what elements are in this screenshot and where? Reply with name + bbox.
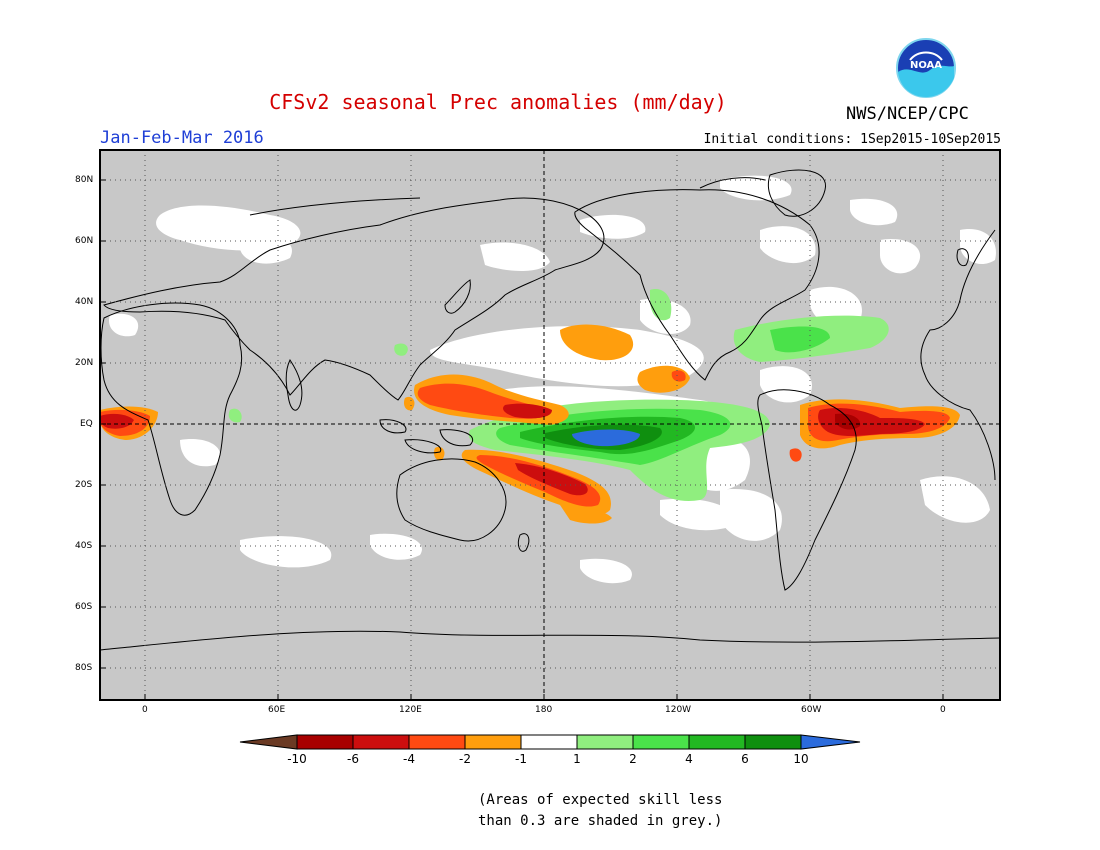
lon-tick-120e: 120E xyxy=(399,705,422,715)
lon-tick-60w: 60W xyxy=(801,705,822,715)
lon-tick-60e: 60E xyxy=(268,705,286,715)
agency-label: NWS/NCEP/CPC xyxy=(846,104,969,124)
skill-note-line-2: than 0.3 are shaded in grey.) xyxy=(478,813,723,829)
lat-tick-80s: 80S xyxy=(75,663,93,673)
colorbar-label: 10 xyxy=(793,752,809,766)
lat-tick-80n: 80N xyxy=(75,175,94,185)
colorbar-label: 1 xyxy=(573,752,581,766)
lat-tick-60n: 60N xyxy=(75,236,94,246)
skill-note-line-1: (Areas of expected skill less xyxy=(478,792,723,808)
colorbar-label: -6 xyxy=(347,752,359,766)
lat-tick-eq: EQ xyxy=(80,419,93,429)
colorbar-label: -1 xyxy=(515,752,527,766)
colorbar-label: 4 xyxy=(685,752,693,766)
lon-tick-120w: 120W xyxy=(665,705,692,715)
forecast-period: Jan-Feb-Mar 2016 xyxy=(100,128,264,148)
lat-tick-20n: 20N xyxy=(75,358,94,368)
equator-dateline xyxy=(100,150,1000,700)
map-frame xyxy=(99,149,1001,701)
colorbar-low-arrow xyxy=(239,734,298,750)
coastlines xyxy=(99,169,1001,651)
svg-text:NOAA: NOAA xyxy=(910,60,942,71)
lat-tick-40s: 40S xyxy=(75,541,93,551)
graticule xyxy=(100,150,1000,700)
colorbar-high-arrow xyxy=(800,734,861,750)
noaa-logo: NOAA xyxy=(896,38,956,98)
colorbar-label: -2 xyxy=(459,752,471,766)
colorbar-label: -4 xyxy=(403,752,415,766)
colorbar-label: 6 xyxy=(741,752,749,766)
dry-anomalies xyxy=(100,324,960,524)
lat-tick-40n: 40N xyxy=(75,297,94,307)
lat-tick-60s: 60S xyxy=(75,602,93,612)
colorbar-label: -10 xyxy=(287,752,307,766)
lon-tick-180: 180 xyxy=(535,705,553,715)
lon-tick-0-right: 0 xyxy=(940,705,946,715)
lat-tick-20s: 20S xyxy=(75,480,93,490)
lon-tick-0: 0 xyxy=(142,705,148,715)
map-title: CFSv2 seasonal Prec anomalies (mm/day) xyxy=(269,90,727,114)
initial-conditions: Initial conditions: 1Sep2015-10Sep2015 xyxy=(703,132,1001,147)
colorbar-label: 2 xyxy=(629,752,637,766)
